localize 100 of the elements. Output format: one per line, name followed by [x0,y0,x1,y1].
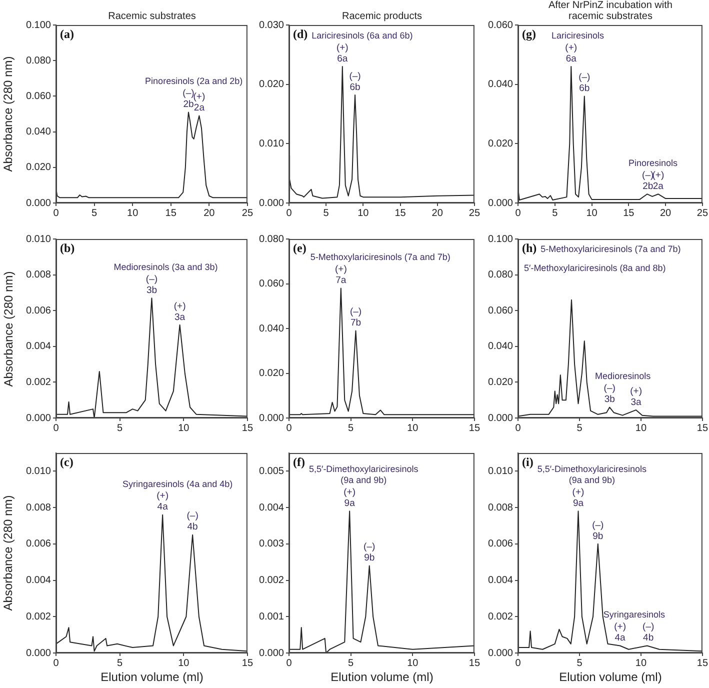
x-tick-label: 20 [204,208,216,219]
y-tick-label: 0.020 [258,368,284,379]
y-tick-label: 0.010 [26,466,52,477]
y-tick-label: 0.100 [26,20,52,31]
y-tick-label: 0.004 [26,575,52,586]
annotation: Pinoresinols (2a and 2b) [145,76,243,86]
annotation: Syringaresinols [603,610,666,620]
y-axis-title: Absorbance (280 nm) [1,270,15,389]
x-tick-label: 25 [696,208,708,219]
y-tick-label: 0.004 [26,341,52,352]
annotation: (+) 6a [336,42,348,64]
annotation: 5,5′-Dimethoxylariciresinols (9a and 9b) [537,464,648,486]
x-tick-label: 0 [286,422,292,434]
y-tick-label: 0.004 [258,502,284,514]
y-tick-label: 0.000 [26,198,52,209]
y-tick-label: 0.008 [26,502,52,514]
annotation: (–) 6b [349,70,361,93]
annotation: (–) 9b [364,542,376,564]
x-tick-label: 5 [92,208,98,219]
annotation: (g) [522,27,536,42]
y-tick-label: 0.002 [26,611,52,622]
chart-title: Racemic products [340,10,424,22]
annotation: 5′-Methoxylariciresinols (8a and 8b) [524,262,666,273]
x-tick-label: 5 [348,658,354,669]
x-tick-label: 0 [515,422,522,434]
x-tick-label: 10 [407,658,419,669]
x-tick-label: 0 [286,208,292,219]
x-axis-title: Elution volume (ml) [330,670,434,684]
y-tick-label: 0.002 [26,376,52,388]
x-tick-label: 10 [178,658,190,669]
annotation: (+) 3a [630,386,642,408]
annotation: (–) 4b [642,622,654,644]
annotation: (b) [60,241,75,256]
y-tick-label: 0.000 [488,412,514,424]
y-axis-title: Absorbance (280 nm) [1,55,15,174]
x-tick-label: 15 [394,208,406,219]
annotation: (h) [522,241,537,256]
y-tick-label: 0.020 [26,162,52,174]
x-tick-label: 5 [117,658,124,669]
y-tick-label: 0.080 [258,234,284,245]
x-tick-label: 0 [53,422,60,434]
y-tick-label: 0.006 [488,538,514,550]
y-tick-label: 0.006 [26,305,52,316]
annotation: 5-Methoxylariciresinols (7a and 7b) [310,252,450,262]
y-tick-label: 0.080 [26,55,52,66]
y-tick-label: 0.060 [488,305,514,316]
x-tick-label: 10 [127,208,139,219]
x-tick-label: 25 [242,208,254,219]
annotation: Lariciresinols (6a and 6b) [312,30,413,41]
y-tick-label: 0.000 [488,198,514,209]
x-tick-label: 0 [515,658,522,669]
annotation: (+) 4a [614,622,626,644]
annotation: (+) 2a [652,170,664,192]
annotation: (+) 2a [193,92,206,114]
annotation: (–) 2b [182,88,194,110]
y-tick-label: 0.006 [26,538,52,550]
y-tick-label: 0.060 [488,20,514,31]
annotation: Medioresinols (3a and 3b) [114,262,218,272]
y-tick-label: 0.080 [488,270,514,281]
chart-title: After NrPinZ incubation with racemic substrates [548,0,674,22]
annotation: 5,5′-Dimethoxylariciresinols (9a and 9b) [308,464,419,486]
x-tick-label: 5 [323,208,330,219]
y-tick-label: 0.100 [488,234,514,245]
x-tick-label: 10 [635,658,647,669]
y-tick-label: 0.000 [258,198,284,209]
y-tick-label: 0.004 [488,575,514,586]
x-tick-label: 5 [552,208,558,219]
annotation: (–) 9b [592,520,604,542]
y-tick-label: 0.030 [258,20,284,31]
x-tick-label: 0 [53,658,60,669]
annotation: 5-Methoxylariciresinols (7a and 7b) [540,244,681,254]
y-tick-label: 0.040 [258,323,284,334]
y-tick-label: 0.020 [488,376,514,388]
y-tick-label: 0.020 [488,138,514,150]
y-axis-title: Absorbance (280 nm) [1,494,15,613]
y-tick-label: 0.040 [26,126,52,138]
y-tick-label: 0.000 [26,412,52,424]
y-tick-label: 0.060 [26,90,52,102]
annotation: (+) 3a [174,300,186,323]
y-tick-label: 0.000 [488,648,514,659]
x-tick-label: 20 [432,208,444,219]
x-tick-label: 5 [348,422,354,434]
x-tick-label: 15 [696,422,708,434]
annotation: (+) 7a [334,264,347,286]
y-tick-label: 0.000 [258,648,284,659]
x-tick-label: 10 [358,208,370,219]
annotation: (–) 4b [186,510,198,533]
annotation: Pinoresinols [628,158,678,168]
y-tick-label: 0.002 [258,575,284,586]
x-tick-label: 15 [696,658,708,669]
y-tick-label: 0.060 [258,278,284,290]
x-tick-label: 0 [286,658,292,669]
y-tick-label: 0.005 [258,466,284,477]
annotation: (–) 6b [578,72,590,94]
annotation: (f) [293,455,305,470]
x-tick-label: 5 [576,658,583,669]
annotation: Medioresinols [595,371,652,382]
annotation: (–) 7b [350,306,362,329]
annotation: (a) [60,27,74,42]
y-tick-label: 0.002 [488,611,514,622]
